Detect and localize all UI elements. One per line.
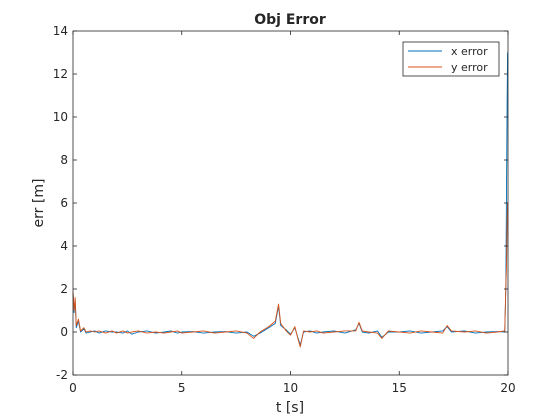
x-tick-label: 0	[69, 381, 77, 395]
legend-label-y-error: y error	[451, 61, 488, 74]
y-tick-label: 10	[53, 110, 68, 124]
series-line-y-error	[72, 202, 509, 348]
y-axis-label: err [m]	[31, 179, 47, 228]
legend: x error y error	[402, 41, 500, 77]
legend-label-x-error: x error	[451, 45, 488, 58]
legend-box	[402, 41, 500, 77]
x-tick-label: 15	[392, 381, 407, 395]
plot-area	[73, 31, 508, 375]
y-tick-label: 12	[53, 67, 68, 81]
chart-title: Obj Error	[254, 12, 326, 28]
x-ticks: 0 5 10 15 20	[69, 31, 516, 395]
x-axis-label: t [s]	[276, 400, 304, 416]
x-tick-label: 10	[283, 381, 298, 395]
y-tick-label: 8	[60, 153, 68, 167]
x-tick-label: 20	[500, 381, 515, 395]
y-tick-label: 2	[60, 282, 68, 296]
x-tick-label: 5	[178, 381, 186, 395]
y-ticks: -2 0 2 4 6 8 10 12 14	[53, 24, 508, 382]
y-tick-label: 14	[53, 24, 68, 38]
y-tick-label: 6	[60, 196, 68, 210]
y-tick-label: 0	[60, 325, 68, 339]
series-layer	[72, 52, 509, 348]
y-tick-label: -2	[56, 368, 68, 382]
y-tick-label: 4	[60, 239, 68, 253]
